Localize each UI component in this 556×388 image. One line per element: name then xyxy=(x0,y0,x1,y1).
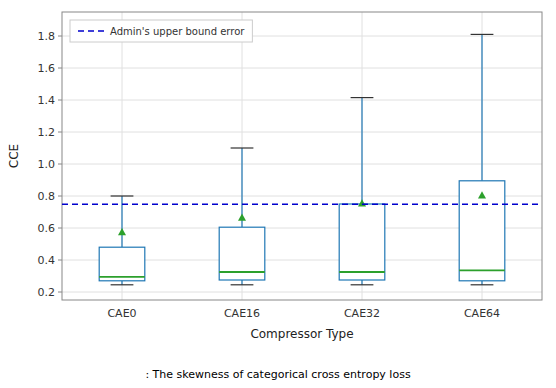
y-tick xyxy=(58,260,62,261)
y-tick xyxy=(58,100,62,101)
upper-cap xyxy=(471,34,494,35)
y-tick xyxy=(58,36,62,37)
y-tick-label: 0.8 xyxy=(38,190,56,203)
lower-whisker xyxy=(361,280,362,285)
legend-swatch xyxy=(78,30,104,32)
lower-whisker xyxy=(241,280,242,285)
mean-marker xyxy=(478,191,486,198)
x-tick-label: CAE16 xyxy=(224,307,260,320)
y-grid-line xyxy=(62,68,542,69)
y-tick-label: 1.4 xyxy=(38,94,56,107)
y-tick-label: 1.2 xyxy=(38,126,56,139)
y-tick-label: 0.6 xyxy=(38,222,56,235)
median-line xyxy=(339,271,385,273)
y-grid-line xyxy=(62,132,542,133)
y-tick xyxy=(58,68,62,69)
x-axis-label: Compressor Type xyxy=(250,327,353,341)
lower-cap xyxy=(231,284,254,285)
y-tick xyxy=(58,228,62,229)
y-tick-label: 0.4 xyxy=(38,254,56,267)
mean-marker xyxy=(238,214,246,221)
box-plot xyxy=(219,148,265,285)
y-tick xyxy=(58,196,62,197)
upper-whisker xyxy=(361,98,362,204)
upper-cap xyxy=(231,147,254,148)
x-tick-label: CAE0 xyxy=(107,307,136,320)
x-tick-label: CAE32 xyxy=(344,307,380,320)
upper-cap xyxy=(351,97,374,98)
box-plot xyxy=(459,34,505,284)
y-tick-label: 1.8 xyxy=(38,30,56,43)
box-plot xyxy=(99,196,145,285)
median-line xyxy=(99,276,145,278)
y-grid-line xyxy=(62,164,542,165)
legend-box xyxy=(70,20,252,42)
chart: 0.2 0.4 0.6 0.8 1.0 1.2 1.4 1.6 1.8 CAE0 CAE16 CAE3… xyxy=(0,0,556,388)
lower-cap xyxy=(471,284,494,285)
y-tick xyxy=(58,164,62,165)
y-grid-line xyxy=(62,292,542,293)
mean-marker xyxy=(118,228,126,235)
x-tick-label: CAE64 xyxy=(464,307,500,320)
lower-cap xyxy=(351,284,374,285)
box xyxy=(219,227,265,280)
caption: : The skewness of categorical cross entr… xyxy=(145,368,411,381)
box xyxy=(459,181,505,281)
legend-label: Admin's upper bound error xyxy=(110,26,245,37)
y-axis-label: CCE xyxy=(7,144,21,168)
lower-cap xyxy=(111,284,134,285)
y-grid-line xyxy=(62,100,542,101)
y-tick xyxy=(58,292,62,293)
marks xyxy=(62,34,542,284)
upper-whisker xyxy=(481,34,482,180)
box xyxy=(339,204,385,280)
y-tick-label: 1.0 xyxy=(38,158,56,171)
median-line xyxy=(459,269,505,271)
plot-frame xyxy=(62,12,542,300)
legend: Admin's upper bound error xyxy=(70,20,252,42)
upper-cap xyxy=(111,195,134,196)
y-tick xyxy=(58,132,62,133)
mean-marker xyxy=(358,199,366,206)
grid xyxy=(62,12,542,300)
y-tick-label: 1.6 xyxy=(38,62,56,75)
reference-line xyxy=(62,204,542,206)
box xyxy=(99,247,145,281)
y-tick-label: 0.2 xyxy=(38,286,56,299)
box-plot xyxy=(339,98,385,285)
median-line xyxy=(219,271,265,273)
